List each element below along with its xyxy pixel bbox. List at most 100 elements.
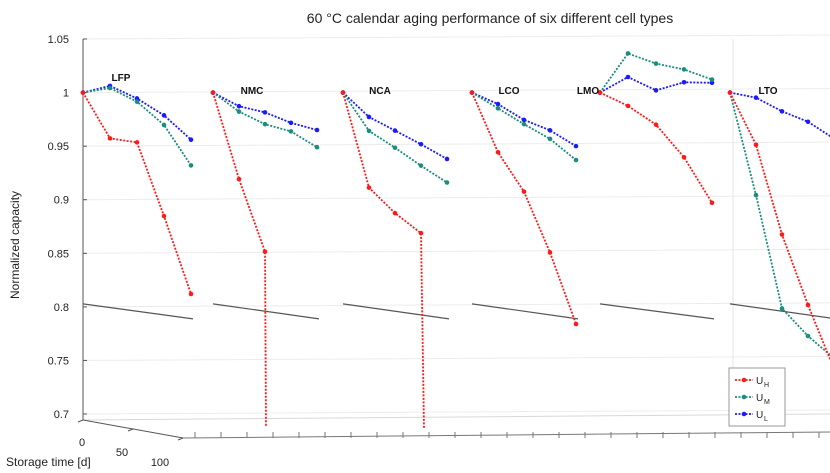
series-line-u-h <box>212 92 267 428</box>
gridline <box>82 355 830 361</box>
data-point <box>753 142 759 148</box>
gridlines <box>82 34 830 420</box>
series-line-u-m <box>342 92 448 184</box>
cell-lto <box>727 90 830 362</box>
gridline <box>82 248 830 254</box>
data-point <box>805 333 811 339</box>
data-point <box>134 96 140 101</box>
gridline <box>82 141 830 147</box>
data-point <box>366 114 372 120</box>
cell-label-lfp: LFP <box>112 73 131 84</box>
data-point <box>681 154 687 160</box>
data-point <box>188 163 194 168</box>
data-point <box>210 90 216 95</box>
series-line-u-m <box>729 92 830 357</box>
x-tick-label: 50 <box>116 447 128 459</box>
data-point <box>188 137 194 142</box>
data-point <box>134 99 140 104</box>
data-point <box>366 128 372 134</box>
series-line-u-h <box>342 92 425 428</box>
data-point <box>521 189 527 194</box>
data-point <box>366 185 372 190</box>
legend-entry-sub: L <box>764 416 768 423</box>
data-point <box>236 109 242 114</box>
data-point <box>709 200 715 206</box>
data-point <box>805 119 811 125</box>
data-point <box>262 110 268 115</box>
data-point <box>653 122 659 127</box>
series-group <box>80 51 830 428</box>
chart-title: 60 °C calendar aging performance of six … <box>307 10 673 26</box>
y-tick-label: 0.8 <box>54 302 69 314</box>
data-point <box>547 128 553 133</box>
data-point <box>314 144 320 150</box>
cell-label-lto: LTO <box>758 86 777 97</box>
data-point <box>288 129 294 134</box>
cell-lmo <box>597 51 715 206</box>
data-point <box>80 90 86 95</box>
data-point <box>625 74 631 80</box>
threshold-line <box>729 303 830 319</box>
data-point <box>779 306 785 311</box>
threshold-lines <box>82 303 830 320</box>
cell-label-lco: LCO <box>498 86 519 97</box>
x-tick-label: 100 <box>151 457 169 469</box>
data-point <box>314 127 320 133</box>
y-tick-label: 0.7 <box>54 409 69 421</box>
series-line-u-h <box>599 91 713 204</box>
data-point <box>653 61 659 66</box>
data-point <box>161 213 167 219</box>
y-tick-label: 1 <box>63 88 69 100</box>
cell-nmc <box>210 90 320 428</box>
data-point <box>392 210 398 216</box>
cell-labels: LFP NMC NCA LCO LMO LTO <box>112 73 778 97</box>
y-tick-label: 1.05 <box>48 34 69 46</box>
y-axis-label: Normalized capacity <box>8 191 22 299</box>
legend-marker <box>741 394 747 400</box>
threshold-line <box>599 303 715 320</box>
x-tick-mark <box>177 437 184 441</box>
series-line-u-m <box>599 52 713 94</box>
data-point <box>236 176 242 182</box>
x-tick-label: 0 <box>79 437 85 449</box>
legend-box <box>728 367 786 427</box>
cell-label-nca: NCA <box>369 86 391 97</box>
data-point <box>392 145 398 151</box>
legend-marker <box>741 377 747 383</box>
legend-entry: U <box>756 410 763 421</box>
data-point <box>495 150 501 155</box>
data-point <box>161 122 167 128</box>
data-point <box>107 136 113 141</box>
data-point <box>681 67 687 72</box>
cell-label-nmc: NMC <box>241 86 264 97</box>
data-point <box>727 90 733 95</box>
data-point <box>573 157 579 163</box>
legend: U HU MU L <box>728 367 786 427</box>
x-tick-mark <box>127 428 134 432</box>
data-point <box>188 291 194 297</box>
data-point <box>625 51 631 56</box>
legend-entry: U <box>756 376 763 387</box>
axes: 0.7 0.75 0.8 0.85 0.9 0.95 1 1.05 0 50 100 <box>48 34 184 469</box>
data-point <box>107 85 113 91</box>
threshold-line <box>342 303 450 320</box>
data-point <box>521 117 527 123</box>
threshold-line <box>212 303 320 320</box>
series-line-u-l <box>729 91 830 138</box>
data-point <box>392 128 398 133</box>
y-tick-label: 0.75 <box>48 355 69 367</box>
series-line-u-h <box>471 92 577 325</box>
data-point <box>521 121 527 127</box>
data-point <box>753 192 759 198</box>
data-point <box>495 101 501 107</box>
y-tick-label: 0.95 <box>48 141 69 153</box>
legend-entry: U <box>756 393 763 404</box>
cell-lfp <box>80 83 194 297</box>
series-line-u-h <box>82 92 192 295</box>
data-point <box>236 103 242 109</box>
data-point <box>681 79 687 85</box>
data-point <box>625 103 631 109</box>
data-point <box>418 230 424 236</box>
series-line-u-l <box>82 84 192 141</box>
